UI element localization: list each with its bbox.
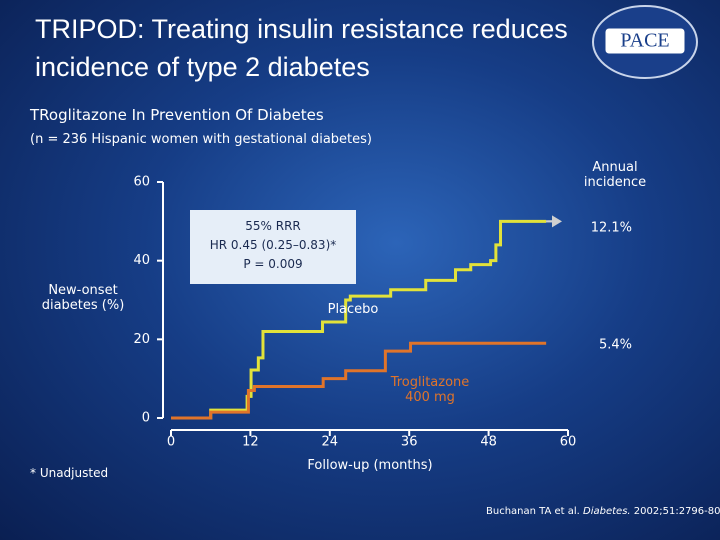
citation: Buchanan TA et al. Diabetes. 2002;51:279… [486, 506, 720, 517]
citation-journal: Diabetes. [583, 506, 631, 517]
end-label-title: Annual incidence [583, 160, 647, 190]
x-tick-label: 0 [167, 435, 175, 450]
slide-title: TRIPOD: Treating insulin resistance redu… [35, 14, 568, 82]
x-tick-label: 12 [242, 435, 259, 450]
y-tick-label: 60 [133, 175, 150, 190]
annotation-box [190, 210, 356, 284]
annotation-line: P = 0.009 [243, 257, 303, 271]
y-tick-label: 0 [142, 411, 150, 426]
y-tick-label: 40 [133, 253, 150, 268]
subtitle: TRoglitazone In Prevention Of Diabetes [30, 106, 324, 124]
population: (n = 236 Hispanic women with gestational… [30, 132, 372, 147]
y-axis-label: New-onset diabetes (%) [41, 283, 125, 313]
annotation-line: 55% RRR [245, 219, 301, 233]
series-line [171, 219, 547, 420]
x-tick-label: 48 [480, 435, 497, 450]
logo-text: PACE [620, 30, 669, 52]
citation-ref: 2002;51:2796-803. [633, 506, 720, 517]
end-label: 5.4% [599, 338, 632, 353]
footnote: * Unadjusted [30, 466, 109, 480]
x-tick-label: 36 [401, 435, 418, 450]
logo-plate [604, 27, 686, 55]
arrow-head [552, 215, 562, 228]
y-tick-label: 20 [133, 332, 150, 347]
citation-authors: Buchanan TA et al. [486, 506, 580, 517]
x-tick-label: 60 [560, 435, 577, 450]
series-label: Placebo [327, 302, 379, 317]
x-tick-label: 24 [322, 435, 339, 450]
series-line [171, 341, 547, 420]
end-label: 12.1% [591, 221, 632, 236]
annotation-line: HR 0.45 (0.25–0.83)* [209, 238, 337, 252]
series-label: Troglitazone 400 mg [390, 375, 470, 405]
x-axis-label: Follow-up (months) [307, 458, 433, 473]
